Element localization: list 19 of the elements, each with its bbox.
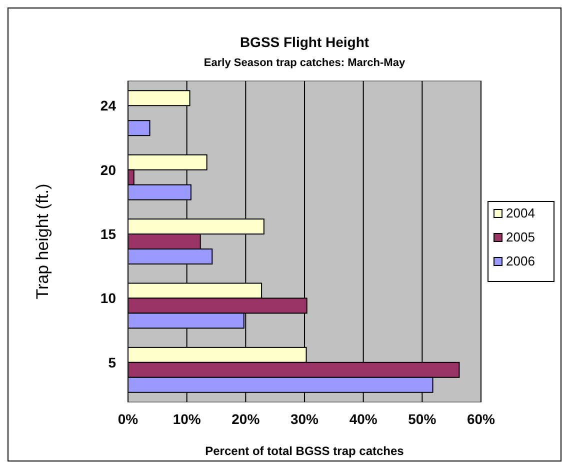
x-tick-label: 30% (290, 411, 320, 427)
x-tick-label: 10% (172, 411, 202, 427)
x-axis-title: Percent of total BGSS trap catches (205, 444, 404, 458)
y-tick-label: 15 (100, 226, 116, 242)
x-tick-label: 40% (349, 411, 378, 427)
chart-subtitle: Early Season trap catches: March-May (204, 57, 406, 69)
x-tick-label: 50% (408, 411, 437, 427)
x-tick-label: 20% (232, 411, 260, 427)
chart-title: BGSS Flight Height (240, 34, 370, 50)
y-tick-label: 10 (100, 290, 116, 306)
legend-label: 2005 (506, 230, 535, 244)
y-tick-label: 5 (108, 354, 116, 370)
legend-label: 2006 (506, 254, 535, 268)
x-tick-label: 60% (466, 411, 496, 427)
y-tick-label: 20 (100, 162, 116, 178)
y-tick-label: 24 (100, 98, 116, 114)
x-tick-label: 0% (118, 411, 139, 427)
legend-label: 2004 (506, 206, 535, 220)
y-axis-title: Trap height (ft.) (33, 184, 52, 300)
